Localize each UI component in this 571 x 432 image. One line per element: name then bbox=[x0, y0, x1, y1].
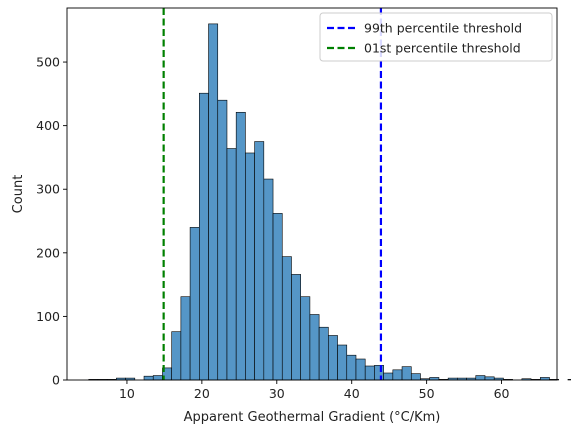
histogram-bar bbox=[567, 379, 571, 381]
x-tick-label: 60 bbox=[494, 386, 510, 401]
y-tick-label: 500 bbox=[36, 55, 60, 70]
histogram-bar bbox=[199, 92, 209, 381]
histogram-bar bbox=[374, 365, 384, 381]
histogram-bar bbox=[245, 152, 255, 381]
y-tick-label: 300 bbox=[36, 182, 60, 197]
histogram-bar bbox=[180, 296, 191, 381]
histogram-bar bbox=[281, 256, 292, 381]
legend: 99th percentile threshold 01st percentil… bbox=[319, 12, 553, 62]
histogram-bar bbox=[235, 111, 246, 381]
legend-box bbox=[319, 12, 553, 62]
x-tick-label: 10 bbox=[119, 386, 135, 401]
histogram-bar bbox=[208, 23, 219, 381]
x-axis-label: Apparent Geothermal Gradient (°C/Km) bbox=[184, 410, 441, 425]
histogram-bar bbox=[291, 274, 301, 381]
reference-lines bbox=[162, 8, 383, 380]
legend-label-99th: 99th percentile threshold bbox=[364, 21, 522, 36]
histogram-bar bbox=[484, 376, 495, 381]
x-axis-ticks: 10 20 30 40 50 60 bbox=[119, 380, 510, 401]
histogram-bar bbox=[143, 375, 154, 381]
x-tick-label: 50 bbox=[419, 386, 435, 401]
histogram-bar bbox=[189, 227, 200, 381]
histogram-bar bbox=[152, 375, 163, 381]
histogram-bar bbox=[171, 331, 182, 381]
histogram-bar bbox=[346, 354, 357, 381]
histogram-bar bbox=[337, 344, 348, 381]
histogram-bar bbox=[217, 99, 228, 381]
histogram-bar bbox=[272, 213, 283, 381]
histogram-bar bbox=[410, 373, 421, 381]
histogram-bar bbox=[383, 372, 394, 381]
y-axis-label: Count bbox=[11, 175, 26, 214]
histogram-bar bbox=[309, 314, 320, 381]
y-tick-label: 400 bbox=[36, 118, 60, 133]
histogram-bar bbox=[318, 326, 329, 381]
plot-frame bbox=[66, 7, 558, 381]
x-tick-label: 30 bbox=[269, 386, 285, 401]
y-tick-label: 0 bbox=[52, 373, 60, 388]
histogram-bar bbox=[401, 366, 412, 381]
histogram-bar bbox=[392, 369, 403, 381]
histogram-bars bbox=[88, 23, 571, 381]
histogram-bar bbox=[226, 148, 237, 381]
y-tick-label: 200 bbox=[36, 245, 60, 260]
histogram-bar bbox=[328, 335, 338, 381]
histogram-bar bbox=[475, 375, 486, 381]
histogram-bar bbox=[300, 296, 311, 381]
histogram-bar bbox=[364, 365, 375, 381]
y-tick-label: 100 bbox=[36, 309, 60, 324]
legend-label-01st: 01st percentile threshold bbox=[364, 41, 521, 56]
histogram-bar bbox=[263, 178, 274, 381]
x-tick-label: 40 bbox=[344, 386, 360, 401]
x-tick-label: 20 bbox=[194, 386, 210, 401]
histogram-bar bbox=[355, 358, 366, 381]
histogram-bar bbox=[254, 141, 265, 381]
y-axis-ticks: 0 100 200 300 400 500 bbox=[36, 55, 67, 388]
